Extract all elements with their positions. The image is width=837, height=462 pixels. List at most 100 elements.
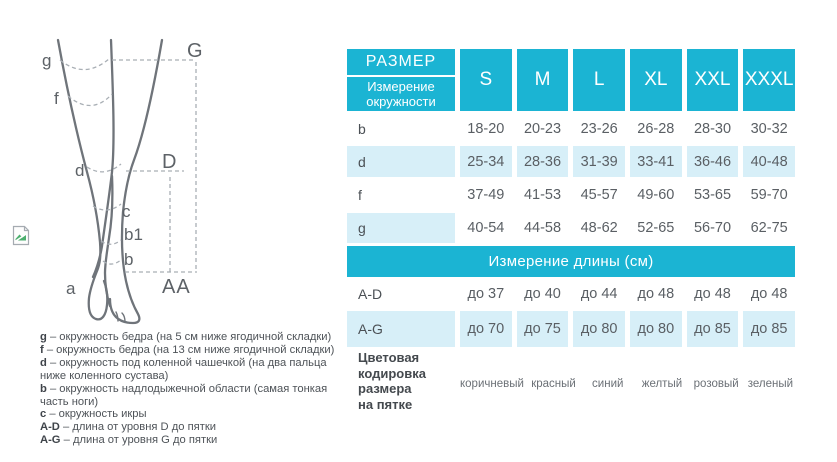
table-cell: 25-34: [460, 146, 512, 177]
table-row-f: f 37-49 41-53 45-57 49-60 53-65 59-70: [347, 177, 795, 213]
legend-item: d – окружность под коленной чашечкой (на…: [40, 357, 338, 383]
table-cell: до 80: [630, 311, 682, 347]
measure-arc-b1: [100, 239, 122, 245]
measurement-label-c: c: [122, 202, 131, 221]
row-label: A-D: [358, 286, 383, 302]
heel-color-name: синий: [592, 378, 624, 390]
table-cell: до 85: [743, 311, 795, 347]
table-cell: до 70: [460, 311, 512, 347]
size-header-title: РАЗМЕР: [365, 53, 437, 70]
left-leg-outer-line: [56, 38, 109, 321]
legend-key: c: [40, 408, 47, 421]
table-cell: 28-36: [516, 146, 569, 177]
table-cell: 18-20: [467, 120, 505, 137]
legend-key: g: [40, 331, 47, 343]
table-row-color-coding: Цветовая кодировка размера на пятке кори…: [347, 347, 795, 421]
measurement-label-D: D: [162, 151, 176, 173]
table-cell: до 37: [467, 286, 505, 302]
size-column-header-l: L: [573, 49, 625, 111]
measurement-legend: g – окружность бедра (на 5 см ниже ягоди…: [40, 331, 338, 447]
legend-key: A-D: [40, 421, 60, 434]
measurement-label-b: b: [124, 250, 133, 269]
size-column-header-m: M: [516, 49, 569, 111]
table-cell: 52-65: [637, 220, 675, 236]
table-cell: 30-32: [750, 120, 788, 137]
legend-text: – окружность под коленной чашечкой (на д…: [40, 356, 327, 382]
legend-text: – длина от уровня D до пятки: [63, 421, 216, 434]
legend-item: A-D – длина от уровня D до пятки: [40, 421, 338, 434]
table-cell: до 48: [694, 286, 731, 302]
row-label: f: [358, 187, 362, 203]
table-cell: 49-60: [637, 187, 675, 203]
table-row-d: d 25-34 28-36 31-39 33-41 36-46 40-48: [347, 146, 795, 177]
size-column-header-s: S: [460, 49, 512, 111]
table-cell: до 48: [750, 286, 788, 302]
size-column-header-xl: XL: [630, 49, 682, 111]
measurement-label-G: G: [187, 40, 203, 62]
header-divider: [347, 75, 455, 77]
table-cell: 40-54: [467, 220, 505, 236]
measurement-label-g: g: [42, 51, 51, 70]
leg-diagram-svg: g f d c b1 b a G D AA: [42, 38, 203, 325]
table-cell: 56-70: [693, 220, 732, 236]
table-cell: 48-62: [580, 220, 618, 236]
length-section-header: Измерение длины (см): [347, 246, 795, 277]
legend-text: – окружность надлодыжечной области (сама…: [40, 382, 328, 408]
legend-text: – окружность бедра (на 13 см ниже ягодич…: [46, 343, 335, 356]
legend-item: A-G – длина от уровня G до пятки: [40, 434, 338, 447]
size-column-header-xxl: XXL: [686, 49, 739, 111]
legend-text: – длина от уровня G до пятки: [63, 434, 218, 447]
measurement-label-d: d: [75, 161, 84, 180]
legend-key: b: [40, 382, 47, 395]
table-cell: 59-70: [750, 187, 788, 203]
measurement-label-AA: AA: [162, 276, 191, 298]
measure-arc-b: [102, 258, 123, 265]
row-label: b: [358, 120, 366, 137]
heel-color-name: коричневый: [460, 378, 524, 390]
row-label: A-G: [347, 311, 455, 347]
legend-text: – окружность икры: [49, 408, 147, 421]
legend-item: c – окружность икры: [40, 408, 338, 421]
measurement-label-b1: b1: [124, 225, 143, 244]
toe-lines: [115, 311, 126, 323]
heel-color-name: желтый: [641, 378, 683, 390]
circumference-header-title: Измерение окружности: [366, 79, 436, 109]
inner-contour-line: [91, 38, 115, 279]
table-cell: 23-26: [580, 120, 618, 137]
measure-arc-d: [86, 163, 122, 173]
table-cell: 28-30: [693, 120, 732, 137]
table-cell: до 44: [580, 286, 618, 302]
table-cell: 53-65: [693, 187, 732, 203]
measurement-label-a: a: [66, 279, 76, 298]
table-cell: 40-48: [743, 146, 795, 177]
right-leg-inner-line: [103, 174, 114, 308]
table-cell: до 40: [524, 286, 561, 302]
table-cell: 33-41: [630, 146, 682, 177]
heel-color-name: зеленый: [747, 378, 794, 390]
size-header-cell: РАЗМЕР Измерение окружности: [347, 49, 455, 111]
table-cell: до 85: [686, 311, 739, 347]
table-row-b: b 18-20 20-23 23-26 26-28 28-30 30-32: [347, 111, 795, 146]
table-cell: 31-39: [573, 146, 625, 177]
size-column-header-xxxl: XXXL: [743, 49, 795, 111]
legend-key: f: [40, 343, 44, 356]
row-label: d: [347, 146, 455, 177]
legend-key: A-G: [40, 434, 61, 447]
row-label: g: [347, 213, 455, 243]
heel-color-name: красный: [531, 378, 576, 390]
table-cell: 36-46: [686, 146, 739, 177]
table-row-a-g: A-G до 70 до 75 до 80 до 80 до 85 до 85: [347, 311, 795, 347]
measurement-dashed-lines: [59, 57, 197, 273]
table-cell: 20-23: [523, 120, 562, 137]
legend-item: f – окружность бедра (на 13 см ниже ягод…: [40, 344, 338, 357]
size-table: РАЗМЕР Измерение окружности S M L XL XXL…: [347, 49, 795, 421]
legend-key: d: [40, 356, 47, 369]
table-cell: до 75: [516, 311, 569, 347]
measure-arc-c: [92, 203, 122, 211]
right-leg-outer-line: [108, 38, 164, 325]
table-row-g: g 40-54 44-58 48-62 52-65 56-70 62-75: [347, 213, 795, 243]
table-cell: 45-57: [580, 187, 618, 203]
measure-arc-g: [59, 57, 111, 71]
measurement-label-f: f: [54, 89, 59, 108]
